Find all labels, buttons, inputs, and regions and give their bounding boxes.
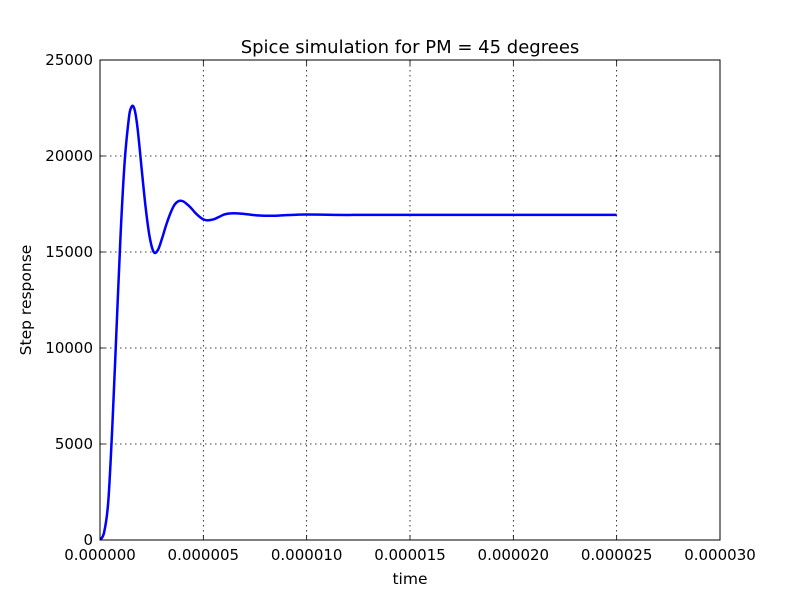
x-tick-label: 0.000010 <box>271 546 343 564</box>
series-layer <box>100 104 617 540</box>
y-axis-label: Step response <box>17 245 35 356</box>
x-tick-label: 0.000015 <box>374 546 446 564</box>
y-tick-label: 15000 <box>45 243 93 261</box>
y-tick-labels: 0 5000 10000 15000 20000 25000 <box>45 51 93 549</box>
x-tick-label: 0.000025 <box>581 546 653 564</box>
x-tick-labels: 0.000000 0.000005 0.000010 0.000015 0.000020… <box>64 546 756 564</box>
x-tick-label: 0.000020 <box>478 546 550 564</box>
y-tick-label: 10000 <box>45 339 93 357</box>
y-tick-label: 0 <box>83 531 93 549</box>
chart-title: Spice simulation for PM = 45 degrees <box>241 37 580 58</box>
x-tick-label: 0.000030 <box>684 546 756 564</box>
y-tick-label: 5000 <box>55 435 93 453</box>
x-tick-label: 0.000005 <box>168 546 240 564</box>
y-tick-label: 20000 <box>45 147 93 165</box>
y-tick-label: 25000 <box>45 51 93 69</box>
x-tick-label: 0.000000 <box>64 546 136 564</box>
series-line <box>100 104 617 540</box>
tick-marks <box>99 59 721 541</box>
x-axis-label: time <box>392 570 427 588</box>
